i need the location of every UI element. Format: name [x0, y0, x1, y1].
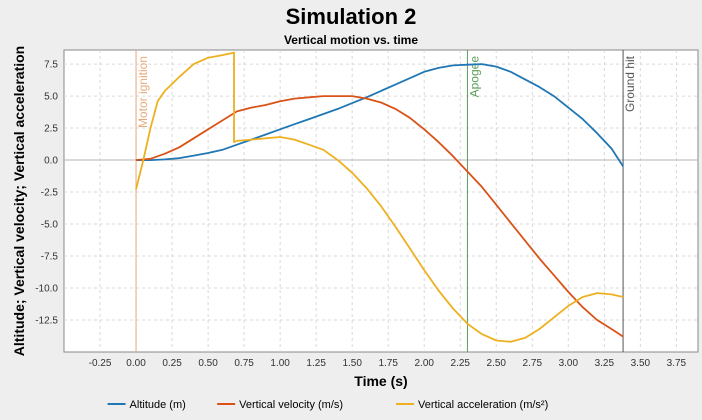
x-tick-label: 2.00 [414, 358, 434, 369]
x-tick-label: 2.50 [487, 358, 507, 369]
y-tick-label: 0.0 [44, 156, 58, 167]
x-axis-label: Time (s) [354, 373, 407, 389]
event-label: Motor ignition [136, 56, 150, 128]
y-tick-label: 2.5 [44, 124, 58, 135]
x-tick-label: 1.00 [270, 358, 290, 369]
event-lines: Motor ignition Apogee Ground hit [135, 50, 637, 352]
y-tick-label: -5.0 [41, 220, 59, 231]
y-tick-label: -7.5 [41, 252, 59, 263]
series-line-2 [135, 51, 624, 343]
y-tick-labels: 7.5 5.0 2.5 0.0 -2.5 -5.0 -7.5 -10.0 -12.5 [35, 60, 58, 327]
event-label: Apogee [467, 56, 481, 98]
x-tick-label: 0.25 [162, 358, 182, 369]
x-tick-label: 1.50 [342, 358, 362, 369]
x-tick-label: 2.75 [523, 358, 543, 369]
chart-subtitle: Vertical motion vs. time [284, 33, 418, 47]
event-label: Ground hit [623, 55, 637, 112]
x-tick-label: 2.25 [451, 358, 471, 369]
y-tick-label: 7.5 [44, 60, 58, 71]
legend-label: Vertical velocity (m/s) [239, 399, 343, 411]
legend-label: Altitude (m) [130, 399, 186, 411]
y-tick-label: 5.0 [44, 92, 58, 103]
x-tick-label: 0.00 [126, 358, 146, 369]
series-line-1 [135, 95, 624, 338]
y-tick-label: -10.0 [35, 284, 58, 295]
series-lines [135, 51, 624, 343]
x-tick-labels: -0.25 0.00 0.25 0.50 0.75 1.00 1.25 1.50 1.75 2.0… [89, 358, 687, 369]
x-tick-label: 1.75 [378, 358, 398, 369]
series-line-0 [136, 63, 624, 167]
x-tick-label: 3.25 [595, 358, 615, 369]
y-axis-label: Altitude; Vertical velocity; Vertical ac… [11, 46, 27, 356]
x-tick-label: 1.25 [306, 358, 326, 369]
y-tick-label: -2.5 [41, 188, 59, 199]
y-tick-label: -12.5 [35, 316, 58, 327]
legend: Altitude (m) Vertical velocity (m/s) Verti… [107, 399, 548, 411]
chart-title: Simulation 2 [286, 4, 417, 29]
x-tick-label: 0.50 [198, 358, 218, 369]
x-tick-label: 3.50 [631, 358, 651, 369]
x-tick-label: -0.25 [89, 358, 112, 369]
x-tick-label: 3.00 [559, 358, 579, 369]
x-tick-label: 3.75 [667, 358, 687, 369]
x-tick-label: 0.75 [234, 358, 254, 369]
plot-area [63, 49, 699, 353]
legend-label: Vertical acceleration (m/s²) [418, 399, 548, 411]
